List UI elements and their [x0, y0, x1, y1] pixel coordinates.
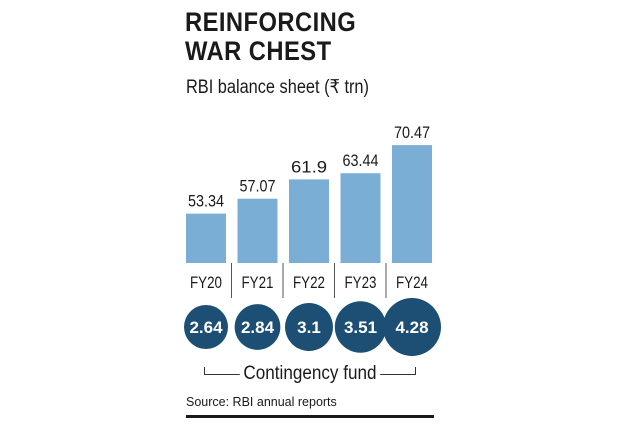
bottom-rule [186, 415, 434, 418]
title-line-2: WAR CHEST [185, 36, 332, 66]
fund-bubble-label: 2.84 [241, 318, 275, 337]
chart-subtitle: RBI balance sheet (₹ trn) [186, 77, 369, 98]
fund-bubble [184, 305, 228, 349]
fund-bubble-label: 4.28 [395, 318, 428, 337]
bracket-tick-right [415, 367, 416, 375]
fund-bubble [285, 303, 333, 351]
bar-value-label: 70.47 [394, 123, 430, 142]
bar-fy21 [237, 198, 278, 263]
bar-value-label: 61.9 [291, 157, 327, 176]
x-tick-label: FY20 [190, 273, 222, 292]
bar-value-label: 57.07 [240, 177, 276, 196]
fund-bubble-label: 2.64 [189, 318, 223, 337]
bar-fy20 [186, 213, 226, 263]
chart-title: REINFORCING WAR CHEST [185, 8, 356, 66]
source-note: Source: RBI annual reports [186, 395, 337, 409]
bar-value-label: 63.44 [343, 151, 379, 170]
title-line-1: REINFORCING [185, 7, 357, 37]
fund-bubble-label: 3.1 [297, 318, 321, 337]
fund-bubble [334, 301, 387, 353]
bar-fy22 [289, 179, 329, 263]
contingency-fund-label: Contingency fund [186, 362, 434, 386]
x-tick-label: FY24 [396, 273, 428, 292]
fund-bubble [234, 304, 281, 350]
fund-label-text: Contingency fund [239, 362, 381, 386]
fund-bubble-label: 3.51 [344, 318, 377, 337]
bar-fy23 [340, 173, 381, 263]
x-tick-label: FY21 [242, 273, 274, 292]
x-tick-label: FY23 [345, 273, 377, 292]
fund-bubble [383, 298, 441, 356]
bracket-tick-left [204, 367, 205, 375]
bar-value-label: 53.34 [188, 192, 224, 211]
x-tick-label: FY22 [293, 273, 325, 292]
bar-fy24 [392, 145, 432, 263]
